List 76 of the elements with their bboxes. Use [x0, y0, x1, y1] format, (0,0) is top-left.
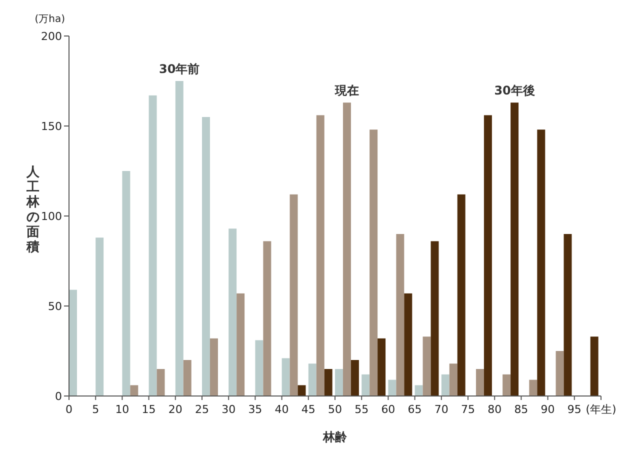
y-tick-label: 150	[41, 120, 62, 133]
x-tick-label: 20	[168, 403, 182, 416]
x-tick-label: 65	[408, 403, 422, 416]
bar	[324, 369, 332, 396]
x-tick-label: 35	[248, 403, 262, 416]
bar	[282, 358, 290, 396]
bar	[414, 385, 423, 396]
x-tick-label: 30	[222, 403, 236, 416]
text: (万ha)	[34, 14, 66, 25]
bar	[202, 117, 210, 396]
bar	[342, 102, 351, 396]
bar	[335, 369, 343, 396]
bar	[298, 385, 306, 396]
bar	[290, 194, 298, 396]
bar	[255, 340, 264, 396]
x-tick-label: 50	[328, 403, 342, 416]
bar	[236, 293, 245, 396]
bar	[122, 171, 130, 396]
bar	[69, 290, 77, 396]
x-tick-label: 75	[461, 403, 475, 416]
series-label: 30年後	[494, 84, 535, 98]
bar	[175, 81, 184, 396]
x-tick-label: 70	[434, 403, 448, 416]
bar	[228, 228, 237, 396]
x-tick-label: 45	[301, 403, 316, 416]
bar	[430, 241, 439, 396]
bar	[350, 360, 359, 396]
series-label: 30年前	[159, 62, 200, 76]
x-tick-label: 55	[354, 403, 369, 416]
bar	[564, 234, 572, 396]
bar	[316, 115, 324, 396]
bar	[308, 364, 316, 396]
x-tick-label: 0	[66, 403, 72, 416]
x-tick-label: 5	[92, 403, 100, 416]
bar	[130, 385, 138, 396]
bar	[502, 374, 511, 396]
bar	[183, 360, 192, 396]
bar	[396, 234, 404, 396]
bar	[96, 238, 104, 396]
x-tick-label: 60	[381, 403, 396, 416]
bar	[537, 130, 546, 396]
y-tick-label: 200	[41, 30, 62, 43]
y-tick-label: 100	[41, 210, 62, 223]
bar	[156, 369, 165, 396]
series-label: 現在	[334, 84, 359, 98]
bar	[484, 115, 492, 396]
x-tick-label: 25	[195, 403, 209, 416]
x-tick-label: 95	[567, 403, 582, 416]
bar	[388, 380, 396, 396]
bar	[362, 374, 370, 396]
x-axis-title: 林齢	[322, 430, 348, 444]
bar	[510, 102, 519, 396]
bar	[148, 95, 157, 396]
bar	[556, 351, 564, 396]
x-tick-label: 15	[142, 403, 156, 416]
bar	[404, 293, 412, 396]
y-tick-label: 50	[48, 300, 62, 313]
bar	[590, 336, 598, 396]
x-tick-label: (年生)	[586, 403, 616, 416]
bar	[370, 130, 378, 396]
bar	[529, 380, 538, 396]
bar	[378, 338, 386, 396]
y-axis-title: 人工林の面積	[26, 165, 40, 255]
x-tick-label: 40	[274, 403, 289, 416]
x-tick-label: 80	[488, 403, 502, 416]
x-tick-label: 85	[514, 403, 528, 416]
bar	[441, 374, 450, 396]
bar	[457, 194, 466, 396]
x-tick-label: 10	[115, 403, 130, 416]
bar	[422, 336, 431, 396]
y-tick-label: 0	[55, 390, 62, 403]
bar	[449, 364, 458, 396]
bar	[476, 369, 484, 396]
x-tick-label: 90	[540, 403, 555, 416]
bar	[210, 338, 218, 396]
bar	[263, 241, 272, 396]
